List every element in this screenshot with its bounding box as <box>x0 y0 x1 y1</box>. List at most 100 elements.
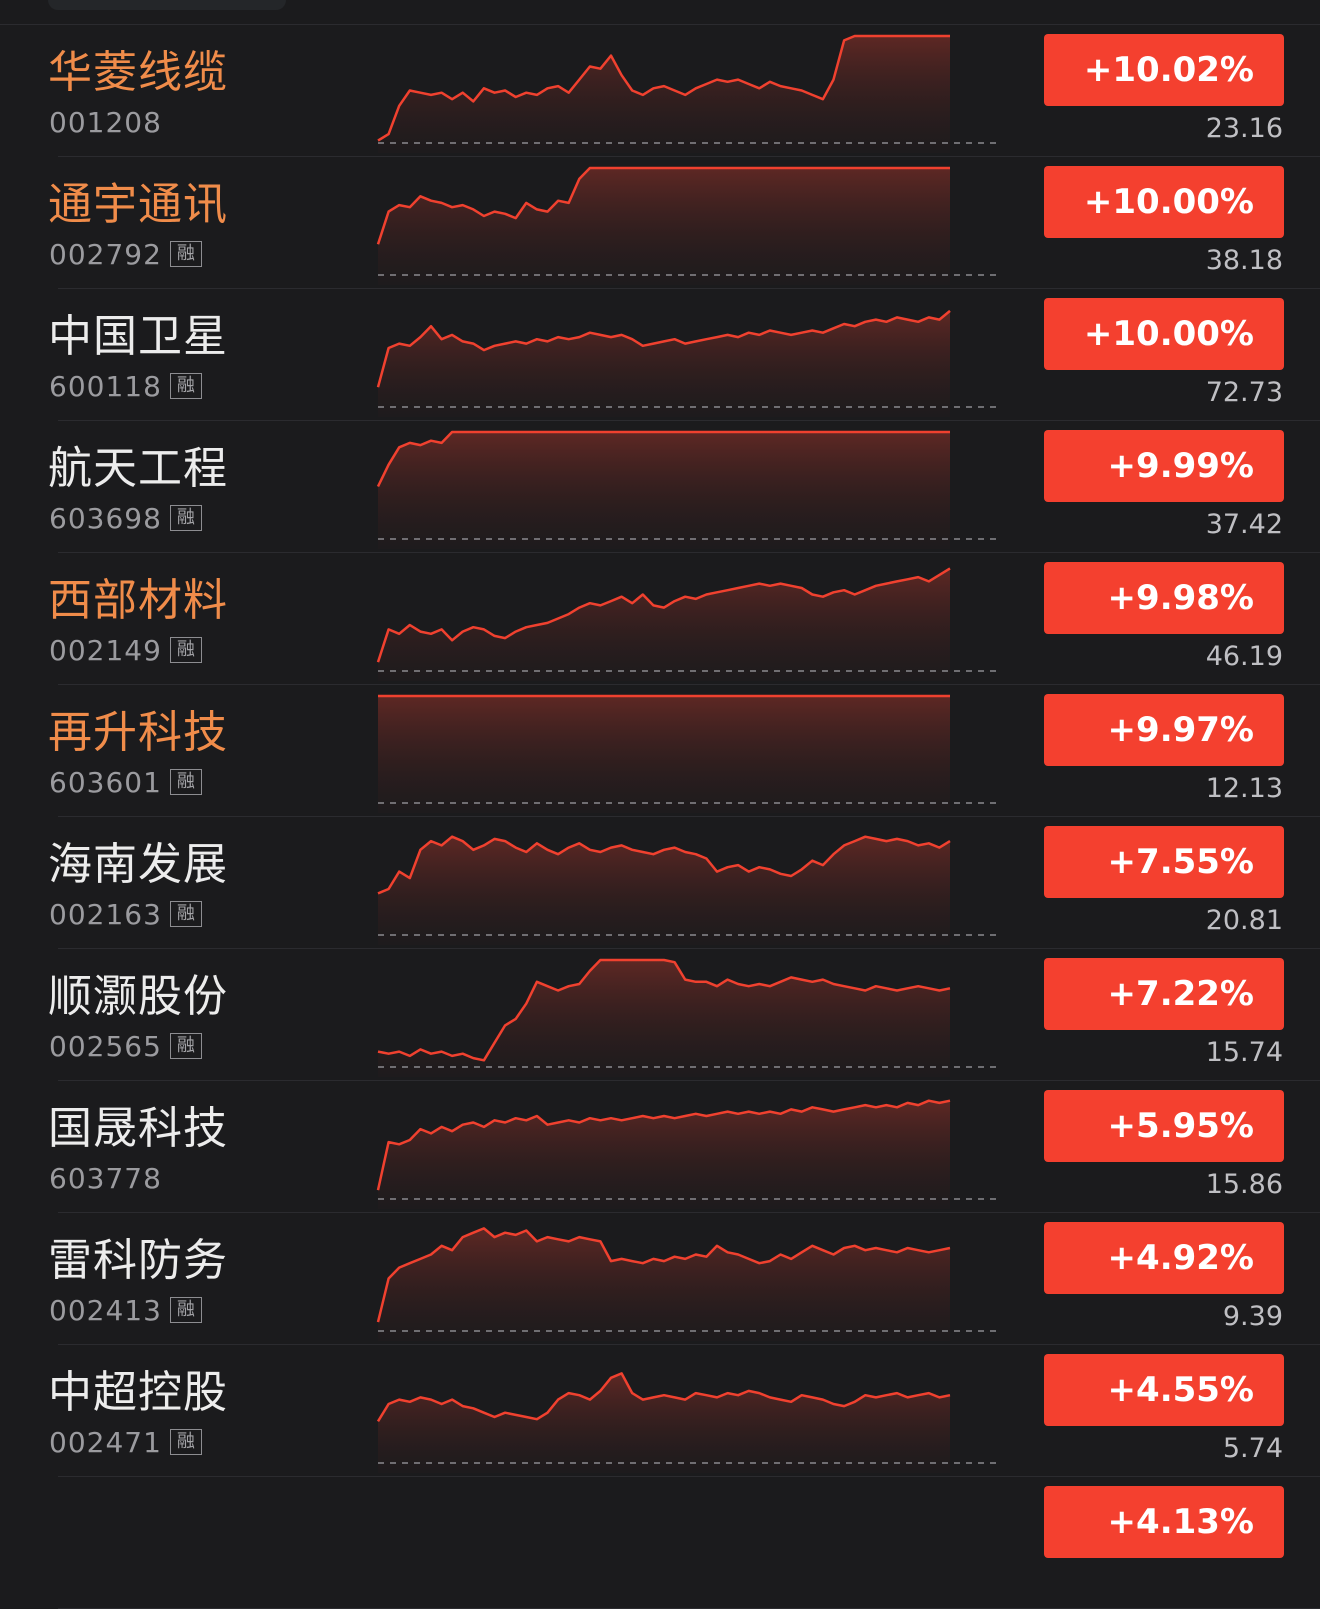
top-divider <box>0 24 1320 25</box>
stock-row[interactable]: 华菱线缆 001208 +10.02% 23.16 <box>0 25 1320 157</box>
margin-badge: 融 <box>169 373 202 399</box>
stock-name: 中超控股 <box>48 1367 228 1418</box>
stock-code-line: 603778 <box>49 1161 162 1195</box>
stock-row[interactable]: 海南发展 002163 融 +7.55% 20.81 <box>0 817 1320 949</box>
stock-row[interactable]: 航天工程 603698 融 +9.99% 37.42 <box>0 421 1320 553</box>
stock-price: 72.73 <box>1205 377 1283 408</box>
stock-name: 海南发展 <box>48 839 228 890</box>
stock-code: 603698 <box>49 501 162 535</box>
change-percent-button[interactable]: +10.02% <box>1044 34 1284 106</box>
sparkline-area <box>378 1228 950 1341</box>
change-percent-button[interactable]: +9.97% <box>1044 694 1284 766</box>
stock-row[interactable]: 再升科技 603601 融 +9.97% 12.13 <box>0 685 1320 817</box>
stock-code-line: 002413 融 <box>49 1293 202 1327</box>
change-percent-button[interactable]: +5.95% <box>1044 1090 1284 1162</box>
stock-row[interactable]: 西部材料 002149 融 +9.98% 46.19 <box>0 553 1320 685</box>
intraday-sparkline <box>376 166 996 285</box>
change-percent-button[interactable]: +9.98% <box>1044 562 1284 634</box>
stock-code-line: 002471 融 <box>49 1425 202 1459</box>
change-percent-button[interactable]: +10.00% <box>1044 298 1284 370</box>
stock-code: 001208 <box>49 105 162 139</box>
stock-name: 华菱线缆 <box>48 47 228 98</box>
stock-code-line: 600118 融 <box>49 369 202 403</box>
sparkline-path <box>376 1227 951 1323</box>
stock-code-line: 002149 融 <box>49 633 202 667</box>
stock-list: 华菱线缆 001208 +10.02% 23.16 通宇通讯 002792 融 +10.00%… <box>0 25 1320 1609</box>
stock-row[interactable]: 国晟科技 603778 +5.95% 15.86 <box>0 1081 1320 1213</box>
intraday-sparkline <box>376 309 996 417</box>
intraday-sparkline <box>376 1372 996 1473</box>
stock-code: 002149 <box>49 633 162 667</box>
sparkline-area <box>378 36 950 153</box>
stock-row-partial[interactable]: +4.13% <box>0 1477 1320 1609</box>
sparkline-path <box>377 34 950 142</box>
stock-code: 002792 <box>49 237 162 271</box>
stock-row[interactable]: 中国卫星 600118 融 +10.00% 72.73 <box>0 289 1320 421</box>
stock-code-line: 001208 <box>49 105 162 139</box>
stock-code: 002413 <box>49 1293 162 1327</box>
stock-row[interactable]: 雷科防务 002413 融 +4.92% 9.39 <box>0 1213 1320 1345</box>
stock-code-line: 002163 融 <box>49 897 202 931</box>
stock-name: 顺灏股份 <box>48 971 228 1022</box>
stock-code-line: 002565 融 <box>49 1029 202 1063</box>
stock-code: 002565 <box>49 1029 162 1063</box>
change-percent-button[interactable]: +4.55% <box>1044 1354 1284 1426</box>
sparkline-area <box>378 310 950 417</box>
change-percent-button[interactable]: +10.00% <box>1044 166 1284 238</box>
intraday-sparkline <box>376 430 996 549</box>
stock-code: 603601 <box>49 765 162 799</box>
top-filter-tab[interactable] <box>48 0 286 10</box>
margin-badge: 融 <box>169 1033 202 1059</box>
intraday-sparkline <box>376 1099 996 1209</box>
stock-code: 603778 <box>49 1161 162 1195</box>
margin-badge: 融 <box>169 637 202 663</box>
sparkline-area <box>378 568 950 681</box>
margin-badge: 融 <box>169 1429 202 1455</box>
intraday-sparkline <box>376 1227 996 1341</box>
margin-badge: 融 <box>169 241 202 267</box>
margin-badge: 融 <box>169 901 202 927</box>
intraday-sparkline <box>378 694 996 813</box>
sparkline-path <box>376 567 951 663</box>
sparkline-path <box>377 958 951 1062</box>
sparkline-path <box>376 430 950 488</box>
change-percent-button[interactable]: +9.99% <box>1044 430 1284 502</box>
stock-price: 20.81 <box>1205 905 1283 936</box>
stock-price: 46.19 <box>1205 641 1283 672</box>
sparkline-path <box>376 1099 951 1191</box>
intraday-sparkline <box>377 835 996 945</box>
sparkline-area <box>378 696 950 813</box>
stock-row[interactable]: 中超控股 002471 融 +4.55% 5.74 <box>0 1345 1320 1477</box>
stock-name: 国晟科技 <box>48 1103 228 1154</box>
stock-name: 通宇通讯 <box>48 179 228 230</box>
change-percent-button[interactable]: +7.22% <box>1044 958 1284 1030</box>
stock-row[interactable]: 通宇通讯 002792 融 +10.00% 38.18 <box>0 157 1320 289</box>
sparkline-area <box>378 432 950 549</box>
sparkline-area <box>378 1373 950 1473</box>
change-percent-button[interactable]: +4.13% <box>1044 1486 1284 1558</box>
sparkline-path <box>376 1372 951 1423</box>
stock-price: 23.16 <box>1205 113 1283 144</box>
stock-code-line: 603698 融 <box>49 501 202 535</box>
stock-price: 9.39 <box>1222 1301 1283 1332</box>
stock-price: 12.13 <box>1205 773 1283 804</box>
margin-badge: 融 <box>169 505 202 531</box>
stock-name: 航天工程 <box>48 443 228 494</box>
change-percent-button[interactable]: +4.92% <box>1044 1222 1284 1294</box>
intraday-sparkline <box>376 567 996 681</box>
stock-code: 002163 <box>49 897 162 931</box>
intraday-sparkline <box>377 34 996 153</box>
stock-name: 雷科防务 <box>48 1235 228 1286</box>
stock-code: 600118 <box>49 369 162 403</box>
sparkline-path <box>376 309 951 388</box>
change-percent-button[interactable]: +7.55% <box>1044 826 1284 898</box>
stock-price: 5.74 <box>1222 1433 1283 1464</box>
stock-row[interactable]: 顺灏股份 002565 融 +7.22% 15.74 <box>0 949 1320 1081</box>
stock-name: 西部材料 <box>48 575 228 626</box>
stock-code: 002471 <box>49 1425 162 1459</box>
sparkline-path <box>377 835 951 895</box>
stock-price: 15.74 <box>1205 1037 1283 1068</box>
margin-badge: 融 <box>169 769 202 795</box>
stock-price: 37.42 <box>1205 509 1283 540</box>
sparkline-path <box>376 166 950 245</box>
